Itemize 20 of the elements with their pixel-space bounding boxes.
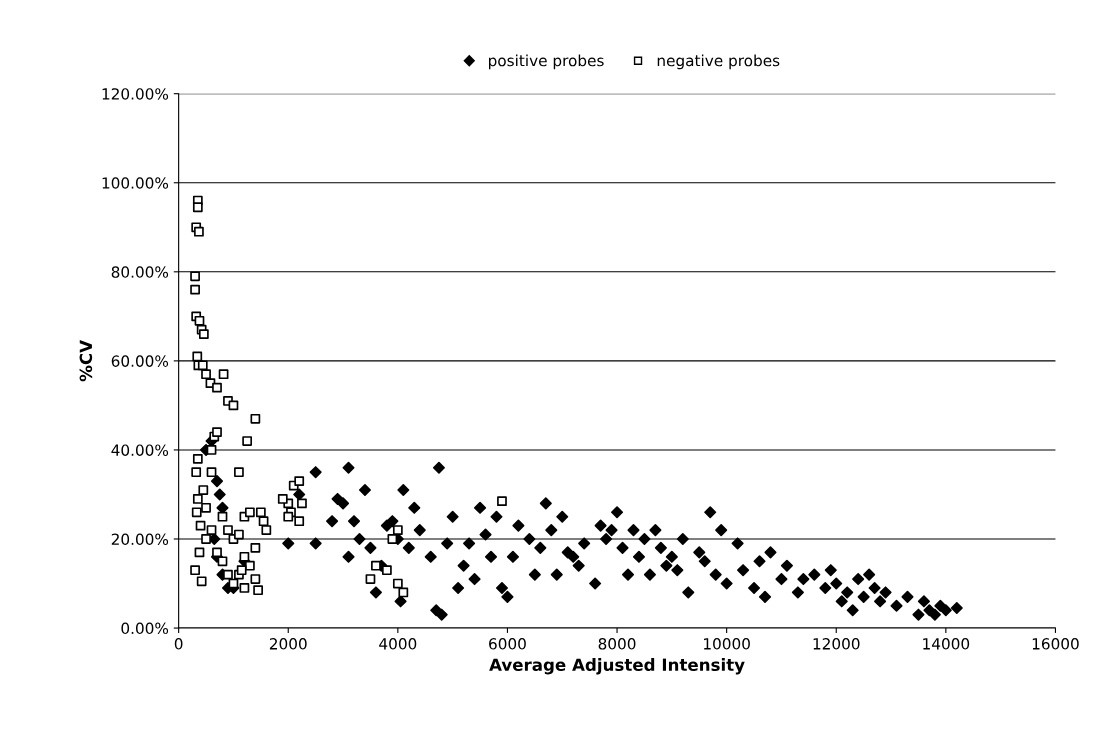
x-tick-label: 12000 bbox=[813, 638, 860, 650]
y-axis-title: %CV bbox=[79, 340, 93, 382]
y-tick-label: 120.00% bbox=[102, 88, 169, 100]
x-tick-label: 10000 bbox=[704, 638, 750, 650]
x-tick-label: 0 bbox=[174, 638, 183, 650]
x-tick-label: 8000 bbox=[598, 638, 636, 650]
legend-label: positive probes bbox=[489, 54, 604, 70]
y-tick-label: 40.00% bbox=[111, 444, 169, 456]
x-tick-label: 14000 bbox=[923, 638, 970, 650]
x-tick-label: 2000 bbox=[269, 638, 307, 650]
y-tick-label: 20.00% bbox=[111, 533, 169, 546]
y-tick-label: 0.00% bbox=[121, 622, 169, 635]
x-tick-label: 16000 bbox=[1032, 638, 1079, 650]
y-tick-label: 100.00% bbox=[102, 177, 169, 189]
x-tick-label: 6000 bbox=[489, 638, 526, 650]
x-tick-label: 4000 bbox=[379, 638, 417, 650]
y-tick-label: 80.00% bbox=[111, 266, 169, 278]
y-tick-label: 60.00% bbox=[111, 355, 169, 367]
x-axis-title: Average Adjusted Intensity bbox=[489, 658, 745, 675]
legend-label: negative probes bbox=[657, 54, 780, 70]
